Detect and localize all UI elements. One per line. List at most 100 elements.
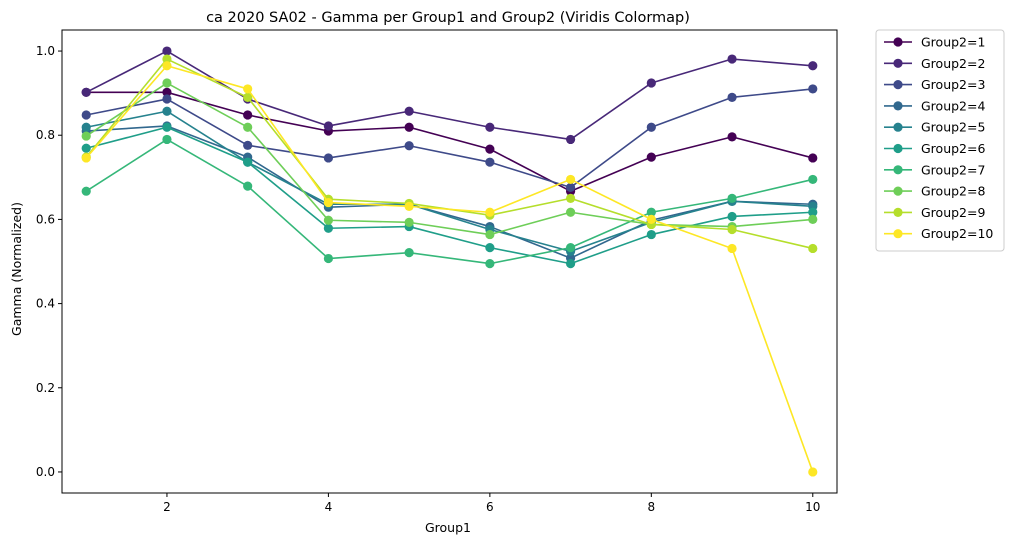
data-point [243,181,253,191]
data-point [565,243,576,253]
legend-label: Group2=1 [921,35,985,50]
legend-marker [893,165,903,175]
y-tick-label: 0.4 [36,297,55,311]
data-point [646,207,656,217]
data-point [81,143,91,153]
legend: Group2=1 Group2=2 Group2=3 Group2=4 Group2=5… [875,29,1005,252]
data-point [323,223,334,233]
data-point [485,122,495,132]
x-tick-label: 6 [486,500,494,514]
data-point [323,121,334,131]
data-point [808,207,818,217]
data-point [323,197,334,208]
data-point [404,248,414,258]
data-point [323,215,334,225]
legend-marker [893,207,903,217]
legend-item: Group2=8 [884,184,985,199]
data-point [162,122,172,132]
legend-marker [893,101,903,111]
data-point [485,229,495,240]
y-axis-title: Gamma (Normalized) [9,202,24,336]
data-point [81,87,91,97]
series-line [85,64,814,473]
data-point [81,131,91,141]
data-point [162,54,172,64]
legend-label: Group2=4 [921,98,985,113]
legend-label: Group2=8 [921,184,985,199]
series-line [86,91,813,193]
legend-item: Group2=9 [884,205,985,220]
data-point [162,87,172,97]
data-point [808,214,818,225]
data-point [81,122,91,132]
chart-title: ca 2020 SA02 - Gamma per Group1 and Grou… [206,10,690,26]
data-point [808,61,818,71]
data-point [565,207,576,217]
data-point [162,134,172,145]
y-tick-label: 1.0 [36,44,55,58]
data-point [162,94,172,104]
legend-marker [893,80,903,90]
legend-marker [893,186,903,196]
data-point [323,253,334,264]
series-6 [81,122,818,269]
data-point [404,201,414,211]
y-tick-label: 0.6 [36,212,55,226]
data-point [646,122,656,132]
legend-label: Group2=2 [921,56,985,71]
data-point [646,229,656,240]
data-point [485,243,495,253]
series-3 [81,84,818,193]
data-point [243,140,253,150]
data-point [727,193,737,203]
data-point [565,259,576,269]
data-point [646,152,656,162]
data-point [485,259,495,269]
data-point [243,110,253,120]
x-tick-label: 8 [648,500,656,514]
data-point [404,217,414,227]
legend-item: Group2=6 [884,141,985,156]
legend-item: Group2=4 [884,98,985,113]
legend-label: Group2=3 [921,77,985,92]
data-point [646,214,656,225]
data-point [162,78,172,88]
plot-area [61,29,838,494]
data-point [243,84,253,94]
data-point [81,153,91,163]
data-point [162,46,172,56]
legend-label: Group2=9 [921,205,985,220]
x-tick-label: 4 [325,500,333,514]
series-2 [81,46,818,145]
series-line [85,82,813,236]
legend-item: Group2=3 [884,77,985,92]
series-group [81,46,818,477]
data-point [727,211,737,222]
data-point [808,467,818,477]
y-tick-label: 0.8 [36,128,55,142]
data-point [243,92,253,102]
y-tick-label: 0.0 [36,465,55,479]
series-5 [81,106,818,256]
data-point [404,122,414,132]
data-point [162,61,172,71]
data-point [565,134,576,145]
data-point [565,182,576,193]
legend-marker [893,122,903,132]
data-point [404,141,414,151]
legend-marker [893,143,903,154]
data-point [162,106,172,116]
y-axis: 0.0 0.2 0.4 0.6 0.8 1.0 [36,44,62,479]
legend-label: Group2=10 [921,226,993,241]
data-point [485,144,495,154]
data-point [485,207,495,217]
series-7 [81,134,818,269]
x-tick-label: 10 [805,500,820,514]
series-10 [81,61,818,477]
data-point [565,193,576,203]
series-line [85,138,813,265]
data-point [727,224,737,235]
legend-label: Group2=5 [921,120,985,135]
data-point [404,106,414,116]
